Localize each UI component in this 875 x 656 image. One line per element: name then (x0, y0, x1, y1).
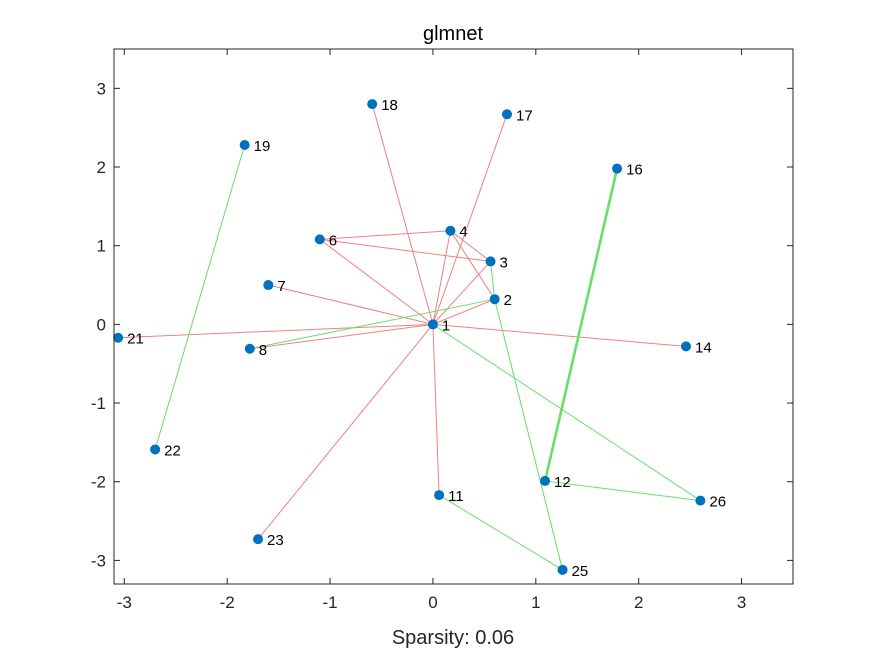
node-label-21: 21 (127, 331, 144, 348)
node-label-1: 1 (442, 317, 450, 334)
plot-frame (113, 48, 794, 585)
node-point-12 (540, 475, 551, 486)
edge-1-4 (432, 230, 451, 325)
edge-1-8 (249, 323, 433, 350)
node-point-7 (263, 280, 274, 291)
node-label-12: 12 (554, 474, 571, 491)
edge-4-3 (450, 230, 491, 262)
chart-title: glmnet (423, 23, 483, 45)
edge-1-6 (319, 238, 434, 325)
node-label-4: 4 (459, 224, 467, 241)
node-point-17 (501, 109, 512, 120)
node-point-16 (612, 163, 623, 174)
node-point-3 (485, 256, 496, 267)
edge-1-17 (432, 114, 508, 325)
node-label-22: 22 (164, 442, 181, 459)
x-tick-label-3: 0 (428, 593, 437, 612)
node-point-14 (681, 341, 692, 352)
edge-1-23 (257, 324, 434, 540)
node-label-23: 23 (267, 532, 284, 549)
node-label-17: 17 (516, 107, 533, 124)
edge-1-11 (432, 324, 440, 496)
node-label-6: 6 (329, 232, 337, 249)
edge-1-18 (371, 103, 434, 325)
node-point-2 (489, 294, 500, 305)
node-point-11 (434, 490, 445, 501)
node-point-21 (113, 332, 124, 343)
edge-1-26 (432, 323, 701, 502)
edge-26-12 (544, 480, 701, 502)
y-tick-label-2: -1 (91, 394, 106, 413)
y-tick-label-6: 3 (97, 79, 106, 98)
edge-19-22 (154, 144, 246, 450)
node-point-22 (150, 444, 161, 455)
node-label-25: 25 (572, 563, 589, 580)
x-tick-label-1: -2 (220, 593, 235, 612)
node-point-25 (557, 564, 568, 575)
y-tick-label-4: 1 (97, 237, 106, 256)
edge-11-25 (438, 494, 563, 571)
node-point-26 (695, 495, 706, 506)
x-tick-label-5: 2 (634, 593, 643, 612)
node-point-4 (445, 225, 456, 236)
node-point-6 (314, 234, 325, 245)
node-label-19: 19 (254, 138, 271, 155)
y-tick-label-0: -3 (91, 551, 106, 570)
node-label-26: 26 (709, 494, 726, 511)
node-label-14: 14 (695, 339, 712, 356)
y-tick-label-3: 0 (97, 315, 106, 334)
node-point-18 (367, 99, 378, 110)
edge-4-2 (449, 230, 496, 300)
x-tick-label-0: -3 (117, 593, 132, 612)
edge-1-7 (268, 284, 434, 325)
node-label-18: 18 (381, 97, 398, 114)
x-tick-label-6: 3 (737, 593, 746, 612)
node-point-1 (427, 319, 438, 330)
node-point-19 (239, 139, 250, 150)
edge-2-8 (249, 298, 495, 350)
node-label-8: 8 (259, 342, 267, 359)
edge-6-3 (319, 238, 491, 262)
node-label-2: 2 (504, 292, 512, 309)
edge-1-2 (432, 298, 495, 325)
edge-1-3 (432, 261, 491, 325)
x-tick-label-2: -1 (322, 593, 337, 612)
node-label-11: 11 (448, 488, 464, 505)
x-axis-label: Sparsity: 0.06 (392, 627, 514, 649)
node-label-16: 16 (626, 162, 643, 179)
edge-3-2 (490, 261, 496, 300)
edge-12-16 (543, 168, 619, 482)
edge-1-21 (118, 323, 433, 339)
edge-2-25 (494, 299, 564, 570)
y-tick-label-5: 2 (97, 158, 106, 177)
node-label-3: 3 (500, 254, 508, 271)
node-point-8 (244, 343, 255, 354)
x-tick-label-4: 1 (531, 593, 540, 612)
y-tick-label-1: -2 (91, 473, 106, 492)
node-label-7: 7 (277, 278, 285, 295)
edges-layer (118, 103, 701, 571)
edge-1-14 (432, 323, 687, 347)
node-point-23 (253, 534, 264, 545)
edge-6-4 (319, 230, 451, 240)
